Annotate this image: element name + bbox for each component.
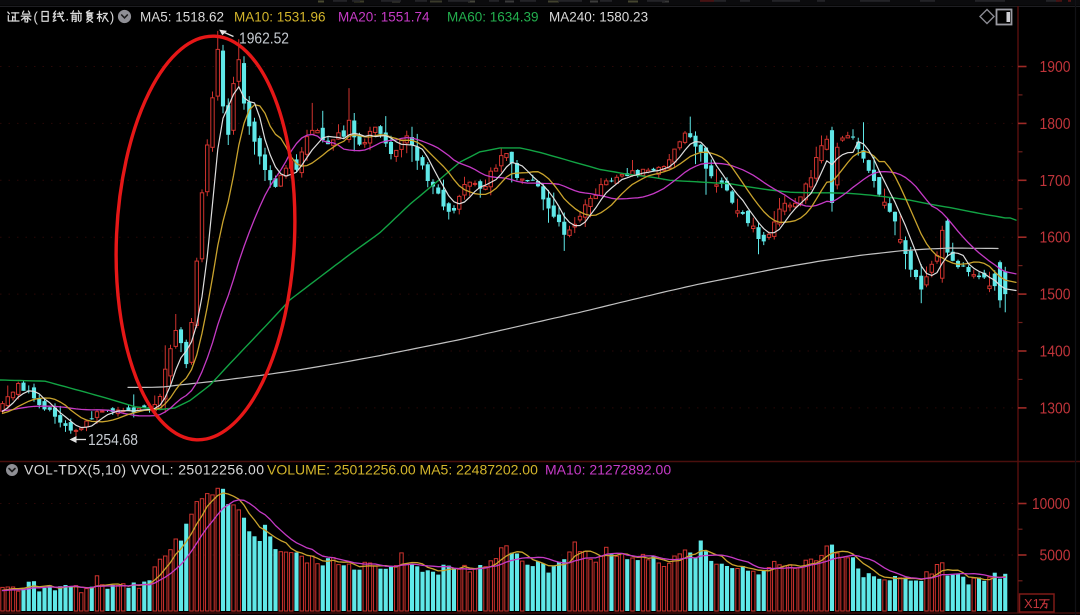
svg-text:1900: 1900 — [1040, 59, 1071, 76]
svg-text:1254.68: 1254.68 — [88, 432, 138, 449]
svg-text:MA20: 1551.74: MA20: 1551.74 — [338, 10, 430, 25]
svg-text:MA10: 21272892.00: MA10: 21272892.00 — [545, 462, 671, 478]
svg-text:1500: 1500 — [1040, 287, 1071, 304]
svg-text:(: ( — [33, 10, 38, 25]
svg-text:): ) — [110, 10, 115, 25]
svg-text:5000: 5000 — [1040, 548, 1071, 565]
svg-text:1400: 1400 — [1040, 344, 1071, 361]
svg-text:1800: 1800 — [1040, 116, 1071, 133]
svg-text:10000: 10000 — [1032, 496, 1070, 513]
svg-text:1962.52: 1962.52 — [239, 31, 289, 48]
svg-text:MA60: 1634.39: MA60: 1634.39 — [447, 10, 539, 25]
svg-text:VOLUME: 25012256.00 MA5: 2248: VOLUME: 25012256.00 MA5: 22487202.00 — [267, 462, 538, 478]
svg-text:1300: 1300 — [1040, 400, 1071, 417]
svg-text:MA10: 1531.96: MA10: 1531.96 — [234, 10, 326, 25]
svg-text:1700: 1700 — [1040, 173, 1071, 190]
svg-text:MA240: 1580.23: MA240: 1580.23 — [549, 10, 648, 25]
svg-text:X1: X1 — [1024, 596, 1040, 611]
svg-text:.: . — [65, 9, 69, 24]
svg-text:MA5: 1518.62: MA5: 1518.62 — [140, 10, 224, 25]
svg-text:VOL-TDX(5,10) VVOL: 25012256.: VOL-TDX(5,10) VVOL: 25012256.00 — [24, 462, 264, 478]
svg-text:1600: 1600 — [1040, 230, 1071, 247]
